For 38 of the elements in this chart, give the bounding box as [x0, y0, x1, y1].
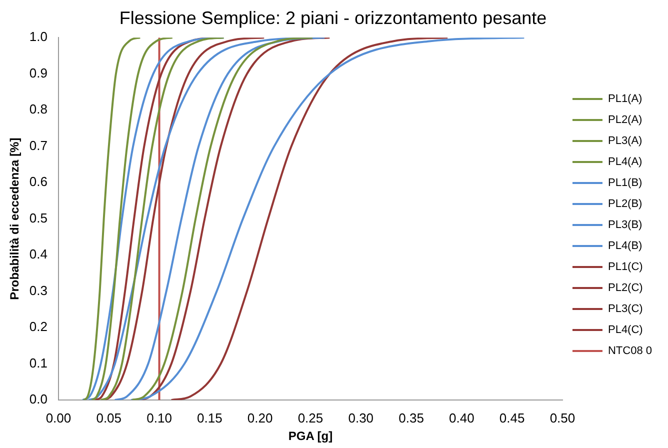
- legend-label: PL1(B): [608, 177, 642, 190]
- x-tick-label: 0.30: [348, 410, 374, 426]
- y-tick-label: 0.0: [29, 392, 48, 407]
- y-tick-label: 0.8: [29, 102, 48, 117]
- x-tick-label: 0.25: [298, 410, 324, 426]
- legend-label: PL1(A): [608, 93, 642, 106]
- y-tick-label: 0.5: [29, 210, 48, 226]
- x-axis-title: PGA [g]: [288, 429, 333, 444]
- legend-label: PL4(C): [608, 324, 643, 336]
- x-tick-label: 0.00: [46, 410, 72, 426]
- chart-title: Flessione Semplice: 2 piani - orizzontamento pesante: [119, 8, 547, 28]
- x-tick-label: 0.50: [550, 410, 576, 426]
- y-tick-label: 0.3: [29, 282, 48, 298]
- x-tick-label: 0.40: [449, 410, 474, 426]
- y-tick-label: 0.2: [29, 319, 48, 334]
- legend-label: PL1(C): [608, 261, 643, 274]
- y-axis-title: Probabilità di eccedenza [%]: [8, 138, 22, 300]
- x-tick-label: 0.45: [499, 410, 525, 426]
- legend-label: PL2(A): [608, 114, 642, 126]
- y-tick-label: 0.9: [29, 65, 48, 80]
- legend-label: PL3(B): [608, 219, 642, 232]
- y-tick-label: 0.4: [29, 246, 48, 262]
- x-tick-label: 0.15: [197, 410, 222, 426]
- y-tick-label: 0.7: [29, 138, 48, 153]
- x-tick-label: 0.10: [146, 410, 172, 426]
- legend-label: NTC08 0: [608, 345, 652, 358]
- legend-label: PL2(B): [608, 198, 642, 210]
- legend-label: PL4(A): [608, 156, 642, 168]
- y-tick-label: 1.0: [29, 29, 48, 44]
- x-tick-label: 0.35: [398, 410, 424, 426]
- x-tick-label: 0.20: [247, 410, 273, 426]
- y-tick-label: 0.1: [29, 355, 48, 370]
- legend-label: PL3(C): [608, 303, 643, 316]
- legend-label: PL3(A): [608, 135, 642, 148]
- legend-label: PL2(C): [608, 282, 643, 294]
- x-tick-label: 0.05: [96, 410, 122, 426]
- y-tick-label: 0.6: [29, 174, 48, 190]
- legend-label: PL4(B): [608, 240, 642, 252]
